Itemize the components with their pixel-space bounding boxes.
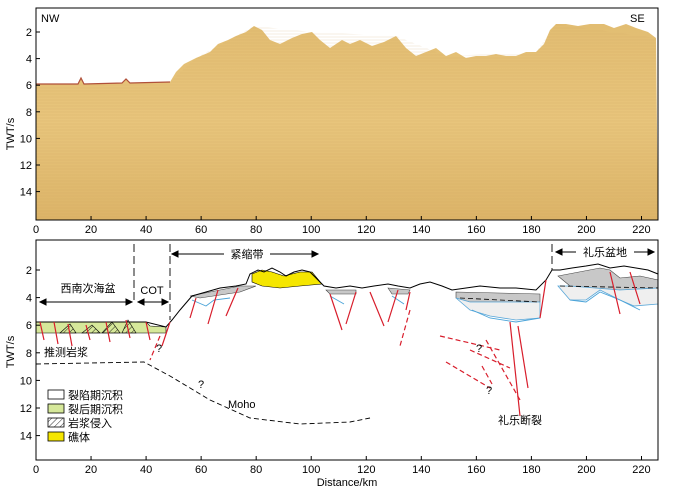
legend-label-reef: 礁体	[68, 430, 90, 444]
region-label-jinsuo: 紧缩带	[231, 248, 264, 261]
normal-faults	[39, 271, 641, 417]
top-xtick-label-40: 40	[140, 224, 152, 236]
top-xtick-label-180: 180	[522, 224, 540, 236]
top-y-axis-label: TWT/s	[5, 117, 17, 150]
top-xtick-label-220: 220	[632, 224, 650, 236]
syn-rift-sediment	[455, 285, 659, 321]
top-panel: NW SE TWT/s 2 4 6 8 10 12 14 0 20 40 60 80 100 120 14…	[5, 7, 659, 236]
top-ytick-label-14: 14	[20, 187, 32, 199]
legend-label-intrusion: 岩浆侵入	[68, 416, 112, 430]
top-xtick-label-160: 160	[467, 224, 485, 236]
bottom-xtick-label-140: 140	[412, 464, 430, 476]
top-xtick-label-80: 80	[250, 224, 262, 236]
xinan-label-bg	[54, 280, 122, 296]
bottom-ytick-label-12: 12	[20, 403, 32, 415]
top-xtick-label-20: 20	[85, 224, 97, 236]
question-mark-4: ?	[486, 385, 492, 397]
bottom-xtick-label-160: 160	[467, 464, 485, 476]
bottom-xtick-label-0: 0	[33, 464, 39, 476]
bottom-xtick-label-60: 60	[195, 464, 207, 476]
bottom-xtick-label-40: 40	[140, 464, 152, 476]
legend-label-post-rift: 裂后期沉积	[68, 403, 123, 416]
top-xtick-label-120: 120	[357, 224, 375, 236]
top-xtick-label-100: 100	[302, 224, 320, 236]
bottom-xtick-label-180: 180	[522, 464, 540, 476]
top-ytick-label-8: 8	[26, 107, 32, 119]
top-y-ticks: 2 4 6 8 10 12 14	[20, 27, 40, 199]
cot-label-bg	[136, 282, 168, 296]
bottom-x-ticks: 0 20 40 60 80 100 120 140 160 180 200 220	[33, 456, 651, 476]
jinsuo-label-bg	[224, 246, 270, 262]
corner-label-se: SE	[630, 13, 645, 25]
bottom-y-ticks: 2 4 6 8 10 12 14	[20, 265, 40, 443]
dashed-horizon	[459, 285, 659, 303]
top-xtick-label-60: 60	[195, 224, 207, 236]
liyue-label-bg	[576, 244, 634, 260]
bottom-xtick-label-100: 100	[302, 464, 320, 476]
region-label-liyue-basin: 礼乐盆地	[583, 245, 627, 259]
bottom-ytick-label-10: 10	[20, 375, 32, 387]
bottom-xtick-label-80: 80	[250, 464, 262, 476]
seafloor-reflector	[36, 76, 171, 85]
bottom-ytick-label-6: 6	[26, 320, 32, 332]
legend: 裂陷期沉积 裂后期沉积 岩浆侵入 礁体	[47, 388, 123, 444]
bottom-ytick-label-2: 2	[26, 265, 32, 277]
bottom-y-axis-label: TWT/s	[5, 335, 17, 368]
bottom-xtick-label-200: 200	[577, 464, 595, 476]
top-ytick-label-10: 10	[20, 133, 32, 145]
cot-boundary	[133, 244, 553, 320]
bottom-ytick-label-8: 8	[26, 348, 32, 360]
top-ytick-label-4: 4	[26, 54, 32, 66]
top-xtick-label-140: 140	[412, 224, 430, 236]
corner-label-nw: NW	[41, 13, 60, 25]
question-mark-2: ?	[198, 379, 204, 391]
inferred-faults	[149, 309, 521, 401]
top-ytick-label-6: 6	[26, 80, 32, 92]
moho-label: Moho	[228, 399, 256, 411]
top-panel-frame	[35, 7, 659, 221]
question-mark-1: ?	[156, 343, 162, 355]
legend-swatch-post-rift	[47, 403, 65, 414]
moho-line	[35, 361, 371, 425]
legend-label-syn-rift: 裂陷期沉积	[68, 388, 123, 402]
fault-label: 礼乐断裂	[498, 413, 542, 427]
magma-label: 推测岩浆	[44, 345, 88, 359]
seismic-texture	[36, 24, 658, 220]
bottom-xtick-label-220: 220	[632, 464, 650, 476]
bottom-xtick-label-20: 20	[85, 464, 97, 476]
top-xtick-label-0: 0	[33, 224, 39, 236]
top-ytick-label-2: 2	[26, 27, 32, 39]
bottom-ytick-label-4: 4	[26, 293, 32, 305]
bottom-ytick-label-14: 14	[20, 431, 32, 443]
top-xtick-label-200: 200	[577, 224, 595, 236]
region-label-xinan: 西南次海盆	[61, 281, 116, 295]
region-label-cot: COT	[140, 285, 164, 297]
legend-swatch-syn-rift	[47, 389, 65, 400]
top-x-ticks: 0 20 40 60 80 100 120 140 160 180 200 220	[33, 216, 651, 236]
reef-body	[251, 269, 323, 289]
bottom-x-axis-label: Distance/km	[317, 477, 378, 489]
top-ytick-label-12: 12	[20, 160, 32, 172]
legend-swatch-intrusion	[47, 417, 65, 428]
seafloor-line	[36, 263, 659, 328]
intrusion-wedge	[59, 319, 137, 334]
legend-swatch-reef	[47, 431, 65, 442]
bottom-panel-frame	[35, 239, 659, 461]
basement-top	[191, 291, 641, 323]
question-mark-3: ?	[476, 343, 482, 355]
bottom-xtick-label-120: 120	[357, 464, 375, 476]
bottom-panel: 西南次海盆 COT 紧缩带 礼乐盆地 推测岩浆 Moho 礼乐断裂 ? ? ? …	[5, 239, 659, 489]
